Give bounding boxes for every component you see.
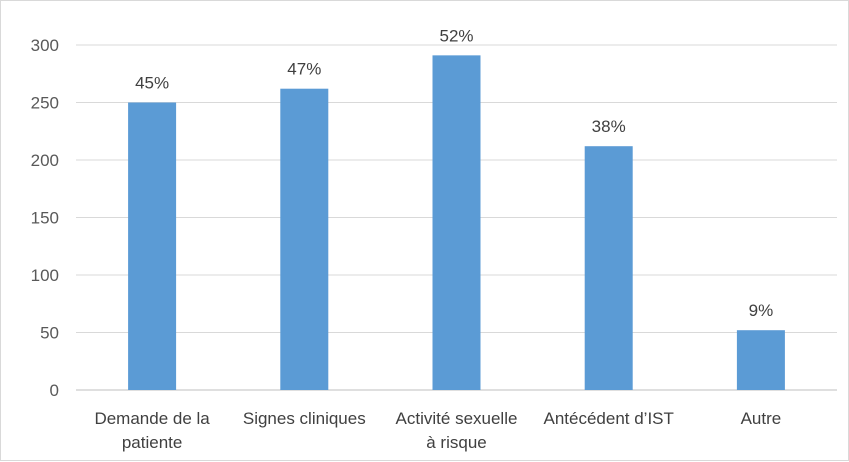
bar xyxy=(584,146,633,390)
bar xyxy=(432,55,481,390)
data-label: 9% xyxy=(749,301,774,320)
y-tick-label: 200 xyxy=(31,151,59,170)
data-label: 52% xyxy=(439,26,473,45)
data-labels: 45% 47% 52% 38% 9% xyxy=(135,26,773,320)
y-tick-label: 0 xyxy=(50,381,59,400)
y-tick-label: 250 xyxy=(31,94,59,113)
y-tick-label: 150 xyxy=(31,209,59,228)
bars xyxy=(128,55,785,390)
data-label: 47% xyxy=(287,60,321,79)
x-tick-label: Signes cliniques xyxy=(243,409,366,428)
x-tick-label: patiente xyxy=(122,433,183,452)
bar xyxy=(128,102,177,390)
y-axis-ticks: 0 50 100 150 200 250 300 xyxy=(31,36,59,400)
x-tick-label: Autre xyxy=(741,409,782,428)
data-label: 38% xyxy=(592,117,626,136)
x-tick-label: Activité sexuelle xyxy=(396,409,518,428)
bar xyxy=(280,88,329,390)
x-tick-label: à risque xyxy=(426,433,486,452)
y-tick-label: 300 xyxy=(31,36,59,55)
y-tick-label: 100 xyxy=(31,266,59,285)
x-tick-label: Antécédent d’IST xyxy=(543,409,673,428)
x-axis-labels: Demande de la patiente Signes cliniques Act… xyxy=(94,409,781,452)
y-tick-label: 50 xyxy=(40,324,59,343)
x-tick-label: Demande de la xyxy=(94,409,210,428)
data-label: 45% xyxy=(135,74,169,93)
bar xyxy=(736,330,785,390)
